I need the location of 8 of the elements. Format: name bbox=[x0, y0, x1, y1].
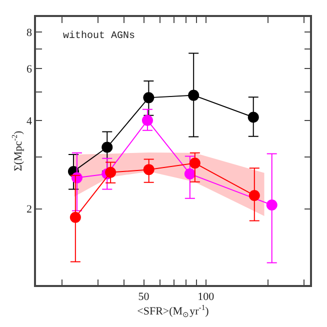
x-axis-title: <SFR>(M$_{⊙}$yr$^{-1}$) bbox=[137, 302, 210, 319]
annotation: without AGNs bbox=[63, 30, 136, 42]
y-tick-label: 2 bbox=[26, 204, 32, 216]
x-tick-label: 50 bbox=[138, 290, 150, 303]
x-tick-label: 100 bbox=[198, 290, 215, 303]
y-tick-label: 4 bbox=[26, 115, 33, 128]
y-tick-label: 8 bbox=[26, 26, 33, 39]
y-tick-label: 6 bbox=[26, 64, 33, 76]
